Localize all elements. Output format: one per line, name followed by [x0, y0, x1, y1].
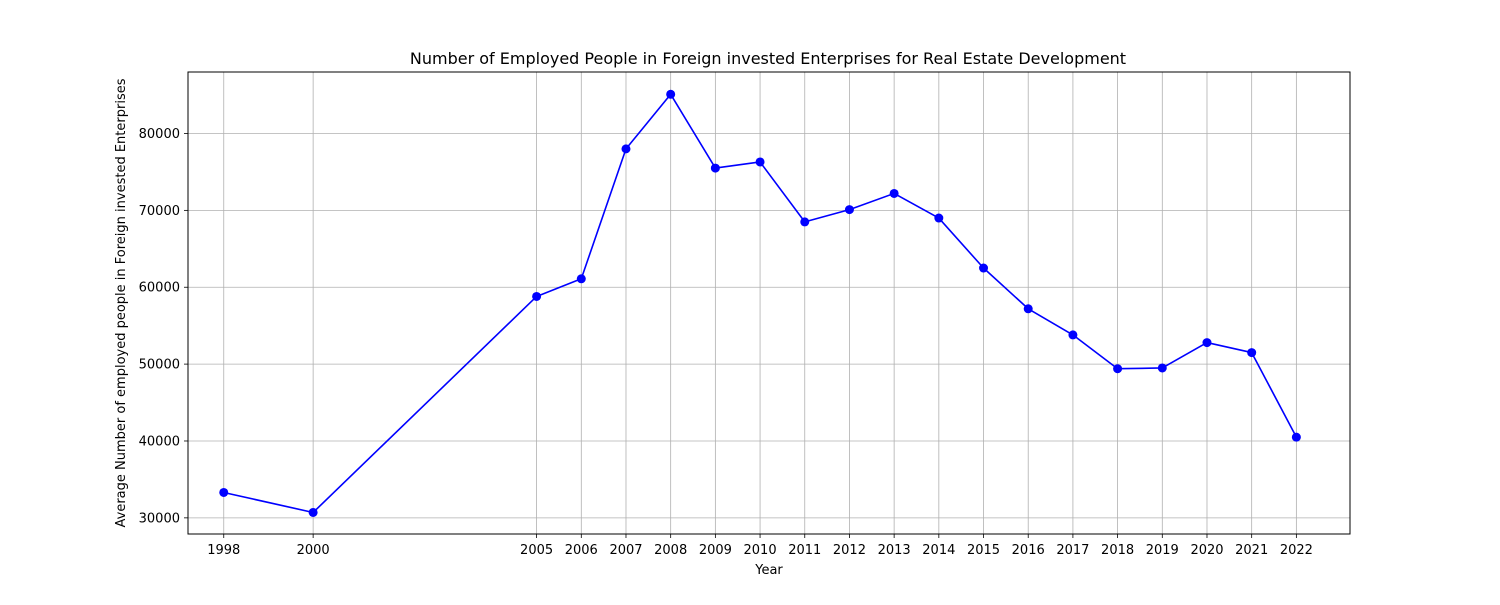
x-tick-label: 2020	[1190, 543, 1223, 558]
data-point-2019	[1157, 363, 1167, 373]
x-tick-label: 2012	[833, 543, 866, 558]
data-point-2020	[1202, 338, 1212, 348]
x-tick-label: 2006	[565, 543, 598, 558]
x-tick-label: 2013	[878, 543, 911, 558]
x-tick-label: 2021	[1235, 543, 1268, 558]
x-tick-label: 2000	[297, 543, 330, 558]
grid-lines	[188, 72, 1350, 534]
data-point-2013	[889, 188, 899, 198]
data-point-2022	[1291, 432, 1301, 442]
data-point-2012	[844, 205, 854, 215]
data-point-2008	[666, 89, 676, 99]
data-point-2011	[800, 217, 810, 227]
data-point-2015	[979, 263, 989, 273]
data-point-2018	[1113, 364, 1123, 374]
data-point-2005	[532, 291, 542, 301]
chart-title: Number of Employed People in Foreign inv…	[410, 49, 1126, 68]
x-tick-label: 2019	[1146, 543, 1179, 558]
y-tick-label: 60000	[139, 281, 180, 296]
data-point-2021	[1247, 348, 1257, 358]
x-tick-label: 2007	[609, 543, 642, 558]
data-point-1998	[219, 487, 229, 497]
x-tick-label: 2016	[1012, 543, 1045, 558]
y-axis-label: Average Number of employed people in For…	[114, 78, 129, 527]
series-line	[223, 93, 1298, 514]
x-tick-label: 2017	[1056, 543, 1089, 558]
y-tick-label: 80000	[139, 127, 180, 142]
x-tick-label: 2014	[922, 543, 955, 558]
data-point-2007	[621, 144, 631, 154]
x-tick-label: 2010	[744, 543, 777, 558]
y-tick-label: 70000	[139, 204, 180, 219]
x-tick-label: 2015	[967, 543, 1000, 558]
x-tick-label: 2005	[520, 543, 553, 558]
x-tick-label: 2022	[1280, 543, 1313, 558]
x-axis-label: Year	[754, 563, 783, 578]
data-point-2009	[710, 163, 720, 173]
series-layer	[219, 89, 1301, 517]
data-point-2016	[1023, 304, 1033, 314]
x-axis-ticks: 1998 2000 2005 2006 2007 2008 2009 2010 2011 2012…	[207, 534, 1313, 558]
x-tick-label: 1998	[207, 543, 240, 558]
x-tick-label: 2009	[699, 543, 732, 558]
x-tick-label: 2008	[654, 543, 687, 558]
y-tick-label: 30000	[139, 511, 180, 526]
y-tick-label: 40000	[139, 434, 180, 449]
data-point-2017	[1068, 330, 1078, 340]
data-point-2006	[576, 274, 586, 284]
plot-area-frame	[187, 71, 1351, 535]
data-point-2014	[934, 213, 944, 223]
data-point-2010	[755, 157, 765, 167]
data-point-2000	[308, 507, 318, 517]
y-tick-label: 50000	[139, 358, 180, 373]
y-axis-ticks: 30000 40000 50000 60000 70000 80000	[139, 127, 188, 526]
x-tick-label: 2011	[788, 543, 821, 558]
x-tick-label: 2018	[1101, 543, 1134, 558]
